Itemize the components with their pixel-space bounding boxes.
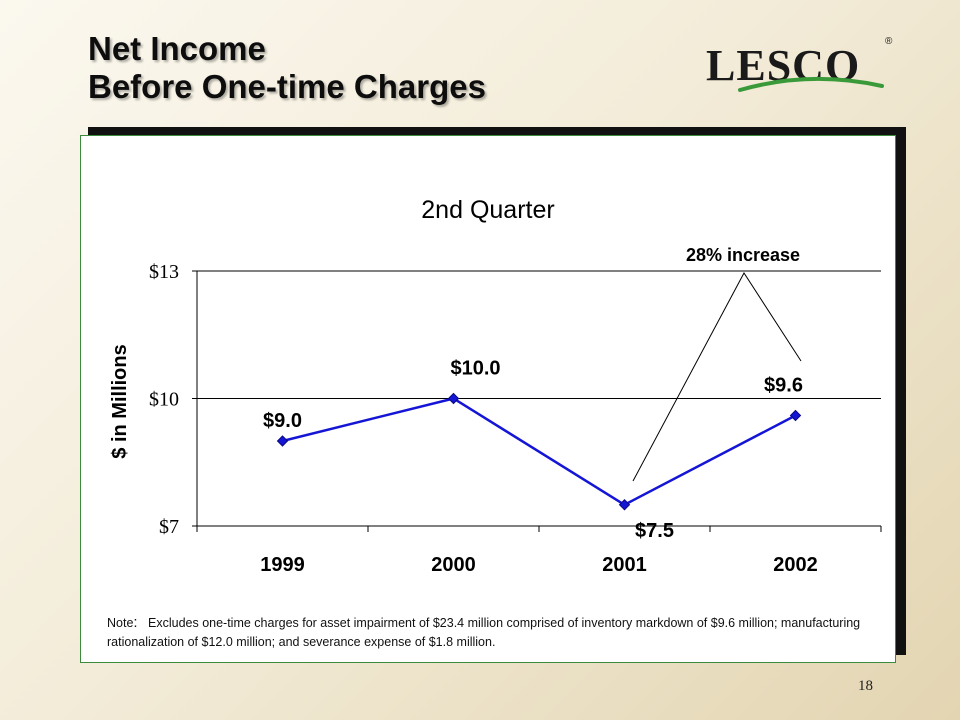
- x-tick-label-2000: 2000: [431, 554, 476, 576]
- note-colon: :: [133, 614, 138, 631]
- note-text: Excludes one-time charges for asset impa…: [107, 616, 861, 649]
- lesco-logo: LESCO ®: [706, 36, 893, 92]
- logo-swoosh: [738, 76, 884, 92]
- logo-registered-mark: ®: [885, 36, 893, 47]
- x-tick-label-2002: 2002: [773, 554, 818, 576]
- annotation-text: 28% increase: [686, 245, 800, 265]
- data-point-1999: [276, 435, 289, 447]
- y-tick-label-13: $13: [149, 261, 179, 283]
- chart-title: 2nd Quarter: [421, 196, 554, 224]
- chart-panel: 2nd Quarter $7 $10 $13 1999 2000 2001 2002 $ in …: [80, 135, 896, 663]
- data-point-2001: [618, 499, 631, 511]
- annotation-callout-line: [632, 272, 802, 482]
- footnote: Note: Excludes one-time charges for asse…: [107, 613, 877, 652]
- data-label-2002: $9.6: [764, 375, 803, 397]
- data-label-2001: $7.5: [635, 520, 674, 542]
- note-label: Note: [107, 616, 134, 630]
- title-line-2: Before One-time Charges: [88, 68, 486, 105]
- line-chart: 2nd Quarter $7 $10 $13 1999 2000 2001 2002 $ in …: [109, 196, 882, 576]
- page-number: 18: [858, 678, 873, 694]
- x-tick-label-1999: 1999: [260, 554, 305, 576]
- series-line: [282, 397, 797, 507]
- title-line-1: Net Income: [88, 30, 266, 67]
- y-axis-label: $ in Millions: [109, 344, 131, 458]
- data-point-2002: [789, 409, 802, 422]
- y-tick-label-10: $10: [149, 389, 179, 411]
- y-tick-label-7: $7: [159, 516, 179, 538]
- data-label-1999: $9.0: [263, 410, 302, 432]
- data-point-2000: [447, 392, 460, 405]
- data-label-2000: $10.0: [450, 358, 500, 380]
- x-tick-label-2001: 2001: [602, 554, 647, 576]
- slide-title: Net Income Before One-time Charges: [88, 30, 486, 106]
